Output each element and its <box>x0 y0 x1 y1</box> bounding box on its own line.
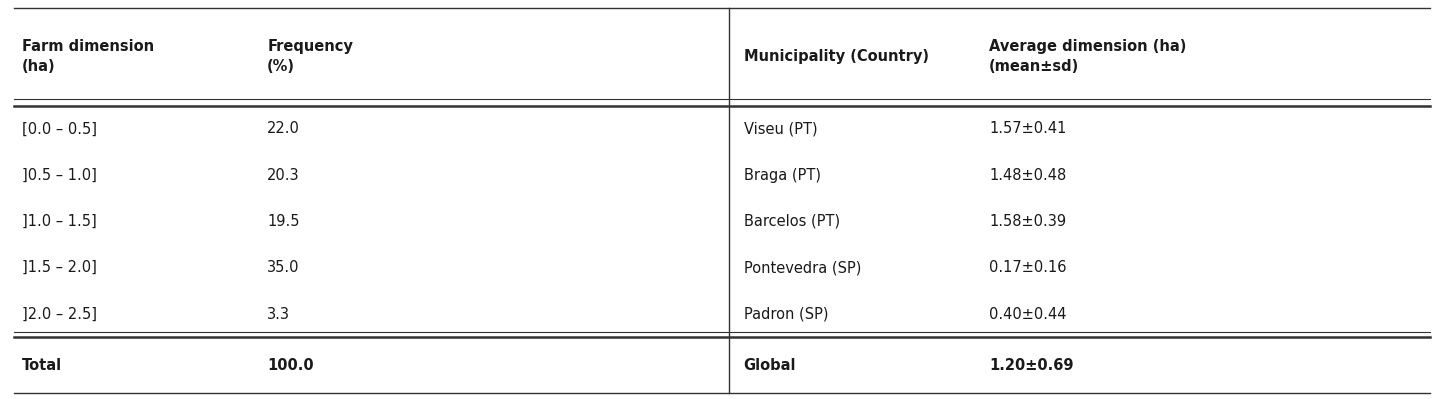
Text: ]0.5 – 1.0]: ]0.5 – 1.0] <box>22 168 97 183</box>
Text: 1.58±0.39: 1.58±0.39 <box>989 214 1066 229</box>
Text: 100.0: 100.0 <box>267 358 313 373</box>
Text: ]2.0 – 2.5]: ]2.0 – 2.5] <box>22 306 97 322</box>
Text: 1.48±0.48: 1.48±0.48 <box>989 168 1066 183</box>
Text: Barcelos (PT): Barcelos (PT) <box>744 214 840 229</box>
Text: Pontevedra (SP): Pontevedra (SP) <box>744 260 861 275</box>
Text: Average dimension (ha)
(mean±sd): Average dimension (ha) (mean±sd) <box>989 40 1187 74</box>
Text: 0.40±0.44: 0.40±0.44 <box>989 306 1067 322</box>
Text: 3.3: 3.3 <box>267 306 290 322</box>
Text: 1.57±0.41: 1.57±0.41 <box>989 121 1067 136</box>
Text: Global: Global <box>744 358 796 373</box>
Text: Total: Total <box>22 358 62 373</box>
Text: Municipality (Country): Municipality (Country) <box>744 49 928 64</box>
Text: 19.5: 19.5 <box>267 214 300 229</box>
Text: 35.0: 35.0 <box>267 260 300 275</box>
Text: Farm dimension
(ha): Farm dimension (ha) <box>22 40 153 74</box>
Text: Frequency
(%): Frequency (%) <box>267 40 352 74</box>
Text: 0.17±0.16: 0.17±0.16 <box>989 260 1067 275</box>
Text: 1.20±0.69: 1.20±0.69 <box>989 358 1074 373</box>
Text: [0.0 – 0.5]: [0.0 – 0.5] <box>22 121 97 136</box>
Text: Padron (SP): Padron (SP) <box>744 306 829 322</box>
Text: ]1.5 – 2.0]: ]1.5 – 2.0] <box>22 260 97 275</box>
Text: 22.0: 22.0 <box>267 121 300 136</box>
Text: Braga (PT): Braga (PT) <box>744 168 820 183</box>
Text: Viseu (PT): Viseu (PT) <box>744 121 817 136</box>
Text: 20.3: 20.3 <box>267 168 300 183</box>
Text: ]1.0 – 1.5]: ]1.0 – 1.5] <box>22 214 97 229</box>
